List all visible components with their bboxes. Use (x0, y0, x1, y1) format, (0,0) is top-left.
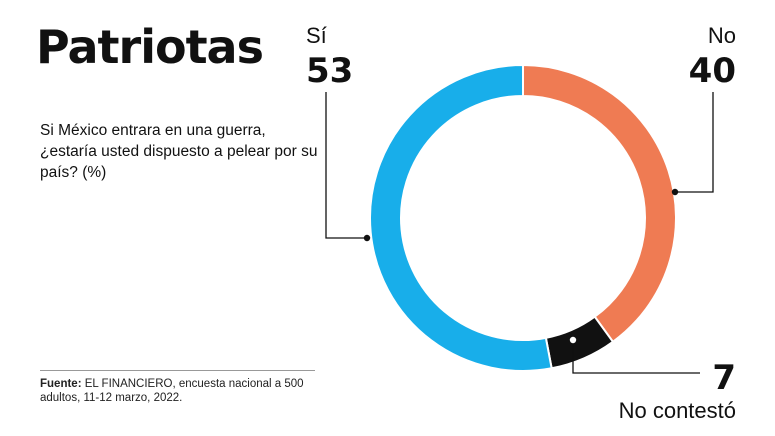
source-text: EL FINANCIERO, encuesta nacional a 500 a… (40, 378, 304, 404)
leader-line-no-contesto (572, 340, 700, 374)
leader-line-si (325, 92, 367, 239)
leader-dot-no-contesto (569, 336, 577, 344)
chart-title: Patriotas (36, 20, 264, 74)
donut-slices (369, 63, 677, 372)
slice-no (522, 63, 677, 344)
label-name-si: Sí (306, 23, 327, 48)
source-label: Fuente: (40, 378, 82, 390)
label-name-no: No (708, 23, 736, 48)
label-name-no-contesto: No contestó (619, 398, 736, 423)
leader-line-no (675, 92, 714, 193)
survey-question: Si México entrara en una guerra, ¿estarí… (40, 122, 318, 181)
label-value-no-contesto: 7 (712, 358, 736, 398)
slice-si (369, 63, 553, 372)
source-note: Fuente: EL FINANCIERO, encuesta nacional… (40, 377, 320, 405)
source-divider (40, 370, 315, 371)
label-value-no: 40 (689, 51, 736, 91)
leader-lines (325, 92, 714, 374)
leader-dot-no (671, 188, 679, 196)
label-value-si: 53 (306, 51, 353, 91)
leader-dot-si (363, 234, 371, 242)
